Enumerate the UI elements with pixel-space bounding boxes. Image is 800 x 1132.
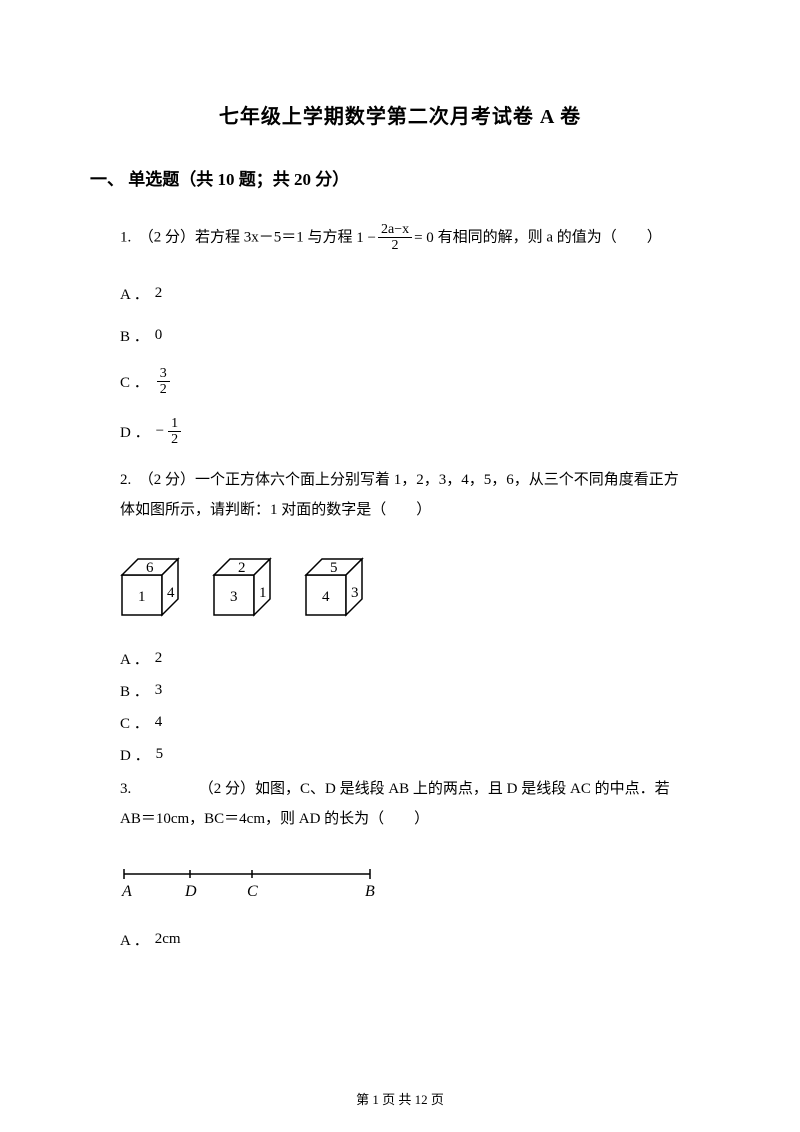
section-heading: 一、 单选题（共 10 题；共 20 分） xyxy=(90,165,710,190)
svg-text:6: 6 xyxy=(146,560,154,576)
q1-tail: 有相同的解，则 a 的值为（ ） xyxy=(438,229,662,245)
q2-d-value: 5 xyxy=(156,746,164,763)
line-ab-svg: ADCB xyxy=(120,862,390,904)
q1-c-label: C ． xyxy=(120,371,149,392)
q1-eq-pre: 1 − xyxy=(356,223,376,253)
q2-option-a: A ． 2 xyxy=(120,646,710,670)
cube-svg: 614231543 xyxy=(120,553,400,631)
q1-b-label: B ． xyxy=(120,325,149,346)
svg-text:B: B xyxy=(365,883,375,900)
svg-text:A: A xyxy=(121,883,132,900)
q2-b-value: 3 xyxy=(155,682,163,699)
q2-a-label: A ． xyxy=(120,648,149,669)
q2-option-b: B ． 3 xyxy=(120,678,710,702)
q1-d-den: 2 xyxy=(168,432,181,447)
q2-d-label: D ． xyxy=(120,744,150,765)
q1-d-neg: − xyxy=(156,423,164,440)
svg-text:2: 2 xyxy=(238,560,246,576)
q1-d-frac: 1 2 xyxy=(168,416,181,448)
q1-d-label: D ． xyxy=(120,421,150,442)
q2-c-value: 4 xyxy=(155,714,163,731)
q1-eq-den: 2 xyxy=(389,238,402,253)
q1-eq-post: = 0 xyxy=(414,223,434,253)
page-title: 七年级上学期数学第二次月考试卷 A 卷 xyxy=(90,100,710,129)
q3-line1: 3. （2 分）如图，C、D 是线段 AB 上的两点，且 D 是线段 AC 的中… xyxy=(120,774,710,804)
svg-text:4: 4 xyxy=(322,589,330,605)
q2-a-value: 2 xyxy=(155,650,163,667)
svg-text:3: 3 xyxy=(351,585,359,601)
q2-b-label: B ． xyxy=(120,680,149,701)
question-2: 2. （2 分）一个正方体六个面上分别写着 1，2，3，4，5，6，从三个不同角… xyxy=(120,465,710,525)
page-footer: 第 1 页 共 12 页 xyxy=(0,1089,800,1108)
q1-eq-num: 2a−x xyxy=(378,222,412,238)
q1-option-c: C ． 3 2 xyxy=(120,366,710,398)
q3-line-figure: ADCB xyxy=(120,862,710,909)
q2-c-label: C ． xyxy=(120,712,149,733)
q1-b-value: 0 xyxy=(155,327,163,344)
svg-text:D: D xyxy=(184,883,197,900)
svg-text:1: 1 xyxy=(259,585,267,601)
svg-text:5: 5 xyxy=(330,560,338,576)
q1-d-num: 1 xyxy=(168,416,181,432)
question-1: 1. （2 分）若方程 3x－5＝1 与方程 1 − 2a−x 2 = 0 有相… xyxy=(120,222,710,254)
q2-line1: 2. （2 分）一个正方体六个面上分别写着 1，2，3，4，5，6，从三个不同角… xyxy=(120,465,710,495)
question-3: 3. （2 分）如图，C、D 是线段 AB 上的两点，且 D 是线段 AC 的中… xyxy=(120,774,710,834)
q1-option-b: B ． 0 xyxy=(120,324,710,348)
q3-a-value: 2cm xyxy=(155,931,181,948)
q1-c-num: 3 xyxy=(157,366,170,382)
q3-option-a: A ． 2cm xyxy=(120,927,710,951)
q2-line2: 体如图所示，请判断：1 对面的数字是（ ） xyxy=(120,495,710,525)
q2-option-c: C ． 4 xyxy=(120,710,710,734)
q1-c-den: 2 xyxy=(157,382,170,397)
q1-option-a: A ． 2 xyxy=(120,282,710,306)
q1-a-value: 2 xyxy=(155,285,163,302)
q1-c-frac: 3 2 xyxy=(157,366,170,398)
svg-text:3: 3 xyxy=(230,589,238,605)
svg-text:1: 1 xyxy=(138,589,146,605)
q1-lead: 1. （2 分）若方程 3x－5＝1 与方程 xyxy=(120,229,353,245)
q1-d-value: − 1 2 xyxy=(156,416,183,448)
q2-cubes-figure: 614231543 xyxy=(120,553,710,636)
q3-line2: AB＝10cm，BC＝4cm，则 AD 的长为（ ） xyxy=(120,804,710,834)
q2-option-d: D ． 5 xyxy=(120,742,710,766)
q1-option-d: D ． − 1 2 xyxy=(120,416,710,448)
svg-text:C: C xyxy=(247,883,258,900)
q1-equation: 1 − 2a−x 2 = 0 xyxy=(356,222,434,254)
q1-line: 1. （2 分）若方程 3x－5＝1 与方程 1 − 2a−x 2 = 0 有相… xyxy=(120,222,710,254)
svg-text:4: 4 xyxy=(167,585,175,601)
q1-eq-frac: 2a−x 2 xyxy=(378,222,412,254)
q3-a-label: A ． xyxy=(120,929,149,950)
q1-a-label: A ． xyxy=(120,283,149,304)
